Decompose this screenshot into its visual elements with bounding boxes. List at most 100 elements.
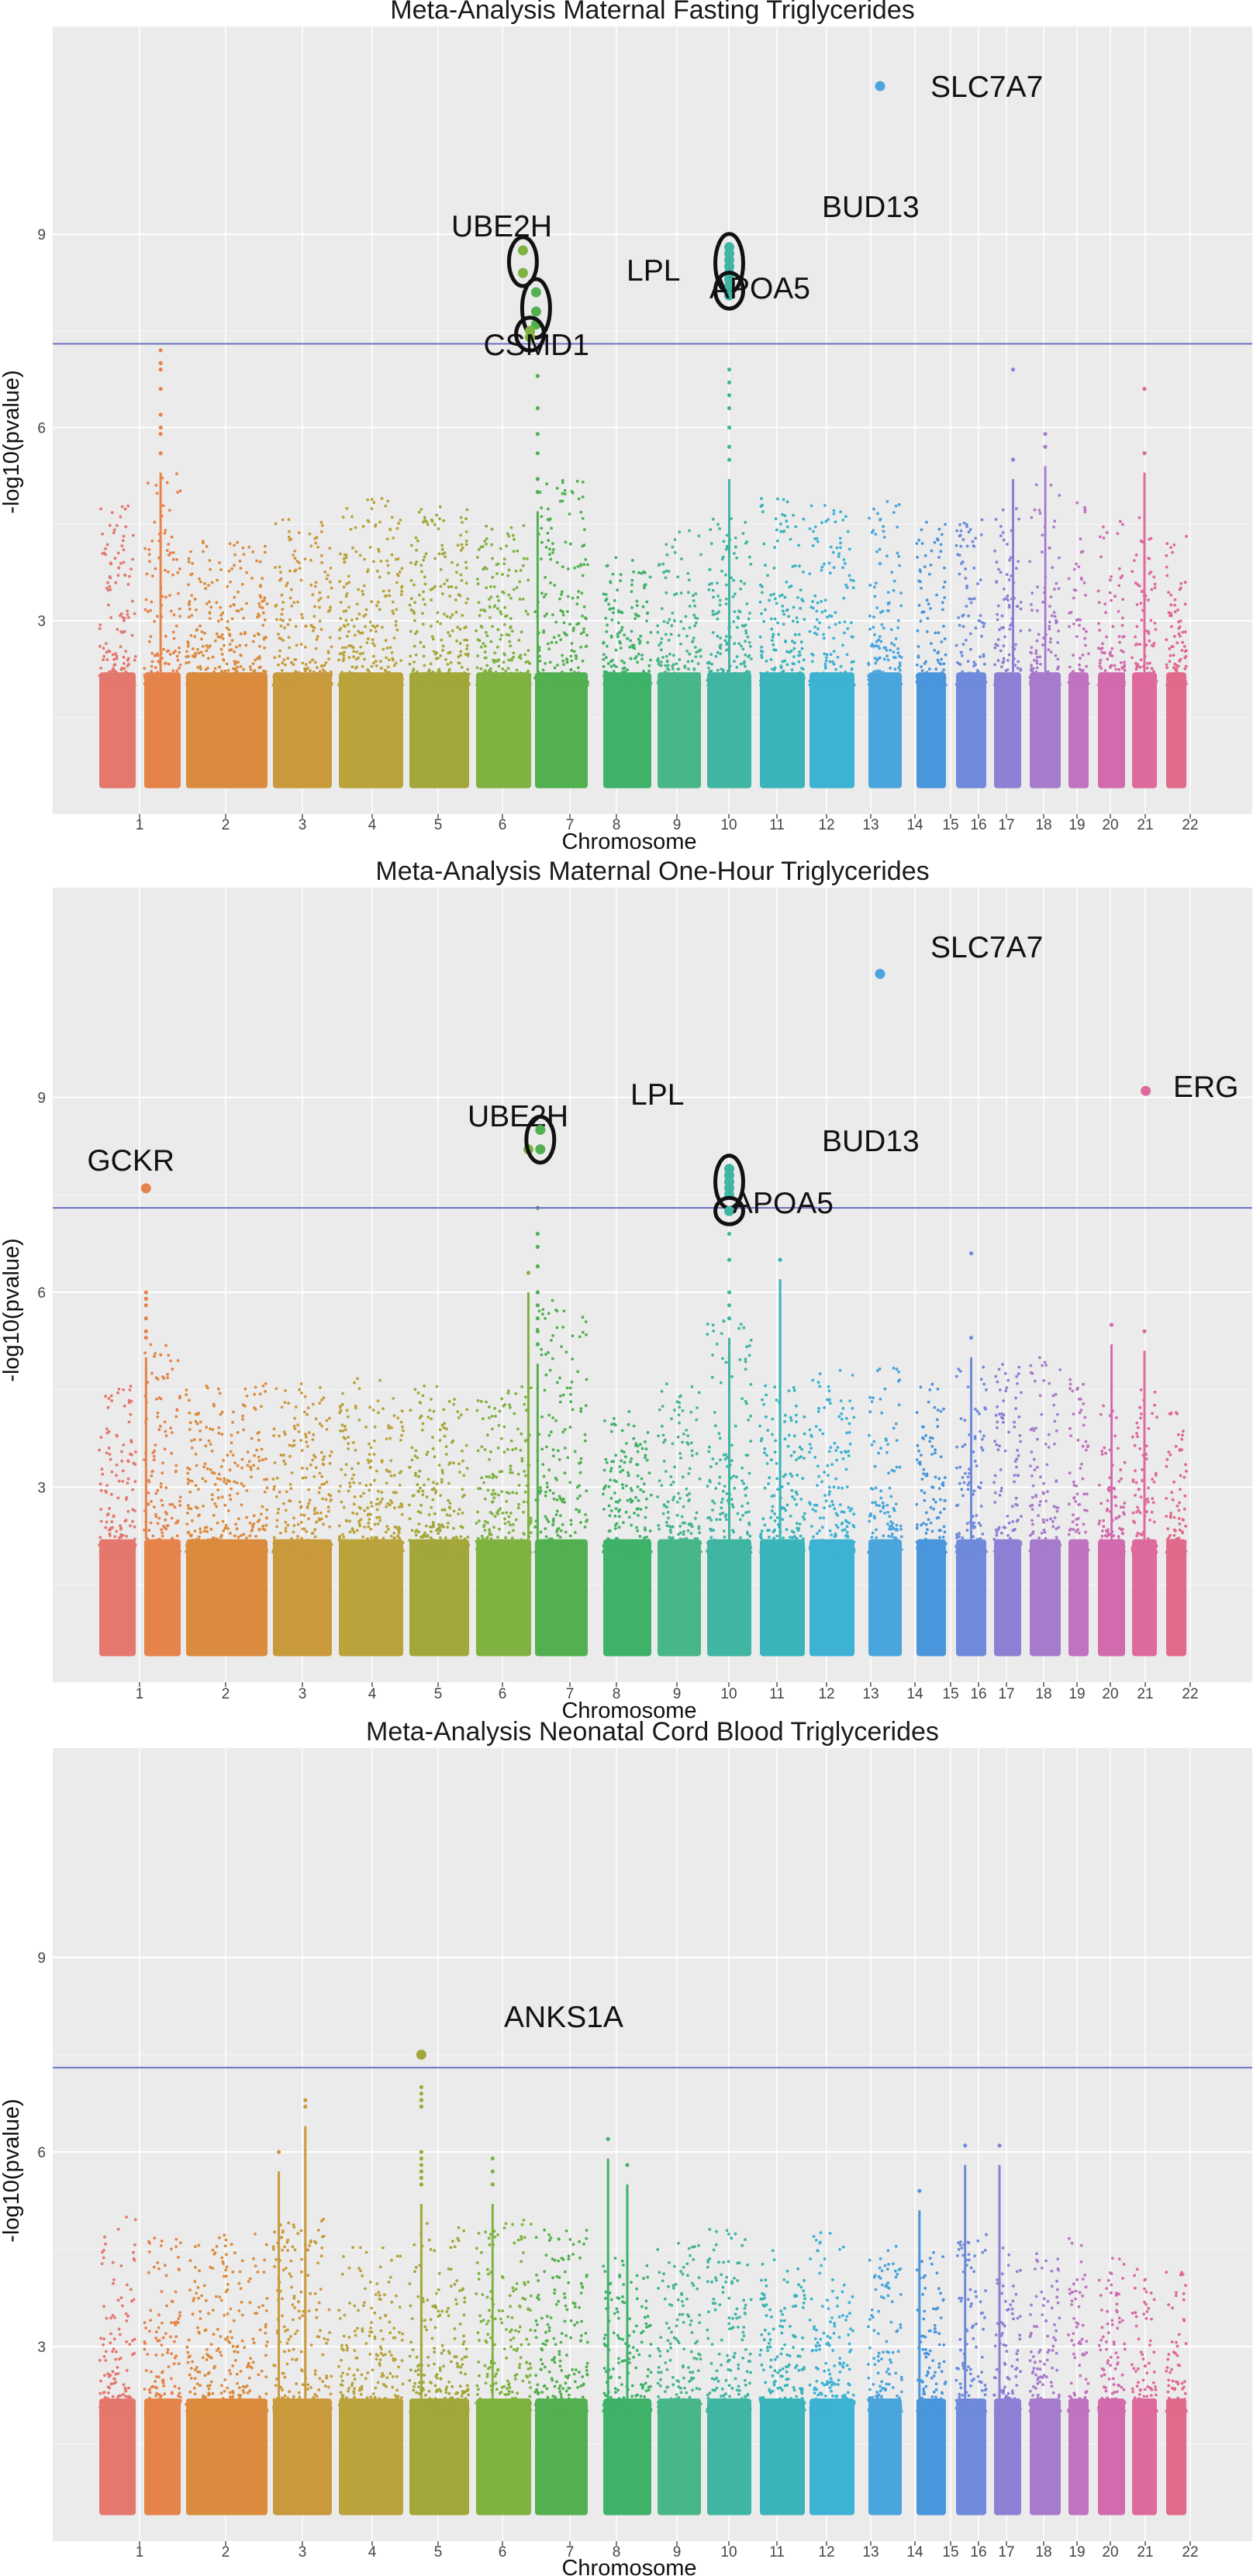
snp-point (842, 596, 846, 600)
snp-point (366, 568, 370, 572)
snp-point (779, 529, 782, 533)
snp-point (1072, 673, 1076, 677)
snp-point (548, 673, 551, 677)
snp-point (554, 620, 558, 624)
snp-point (210, 1538, 213, 1541)
snp-point (646, 641, 650, 644)
snp-point (1008, 558, 1011, 562)
snp-point (296, 600, 299, 604)
snp-point (966, 660, 970, 663)
snp-point (340, 1533, 344, 1536)
snp-point (715, 683, 719, 687)
snp-point (810, 504, 813, 508)
snp-point (803, 618, 806, 621)
snp-point (205, 1543, 209, 1546)
snp-point (660, 664, 663, 667)
snp-point (392, 1414, 396, 1417)
snp-point (147, 1549, 150, 1553)
snp-point (578, 678, 582, 681)
snp-point (283, 679, 286, 683)
snp-point (360, 674, 364, 678)
snp-point (524, 683, 527, 687)
snp-point (225, 1481, 228, 1485)
snp-point (648, 575, 652, 579)
snp-point (188, 1467, 192, 1471)
snp-point (113, 683, 117, 687)
snp-point (344, 595, 348, 598)
snp-point (1172, 653, 1175, 657)
snp-point (670, 624, 674, 627)
snp-point (366, 498, 369, 502)
snp-point (115, 1529, 119, 1533)
snp-point (509, 625, 513, 629)
snp-point (875, 640, 879, 643)
snp-point (213, 1483, 217, 1486)
snp-point (509, 644, 513, 648)
snp-point (320, 560, 323, 564)
snp-point (1117, 667, 1121, 671)
snp-point (521, 598, 525, 601)
snp-point (387, 683, 391, 687)
snp-point (263, 1528, 267, 1532)
snp-point (941, 608, 944, 612)
snp-point (958, 674, 961, 678)
snp-point (191, 683, 195, 686)
snp-point (178, 1550, 182, 1554)
snp-point (825, 673, 829, 676)
snp-point (918, 680, 922, 684)
snp-point (212, 1513, 216, 1517)
snp-point (244, 643, 248, 647)
snp-point (709, 674, 713, 678)
snp-point (344, 609, 348, 612)
snp-point (351, 1511, 355, 1515)
snp-point (123, 678, 126, 682)
snp-point (212, 1471, 216, 1475)
snp-point (286, 680, 290, 684)
snp-point (242, 616, 246, 620)
snp-point (730, 517, 733, 520)
snp-point (707, 588, 711, 591)
snp-point (687, 591, 690, 595)
snp-point (494, 671, 498, 674)
snp-point (329, 605, 332, 609)
snp-point (737, 642, 741, 646)
snp-point (202, 1529, 206, 1533)
snp-point (207, 1439, 211, 1443)
snp-point (154, 1352, 157, 1355)
snp-point (264, 636, 268, 639)
snp-point (207, 584, 210, 587)
snp-point (174, 624, 178, 628)
snp-point (187, 660, 191, 664)
snp-point (395, 628, 399, 632)
snp-point (272, 1542, 276, 1545)
snp-point (999, 665, 1003, 669)
snp-point (515, 668, 519, 672)
snp-point (162, 647, 165, 651)
snp-point (205, 1539, 209, 1543)
snp-point (161, 1504, 164, 1507)
snp-point (238, 1547, 242, 1550)
snp-point (457, 661, 461, 665)
snp-point (827, 626, 831, 629)
snp-point (322, 1522, 326, 1526)
snp-point (206, 657, 210, 660)
snp-point (288, 1443, 292, 1447)
snp-point (242, 1428, 246, 1432)
snp-point (748, 555, 751, 559)
snp-point (553, 584, 557, 587)
snp-point (527, 674, 531, 678)
snp-point (609, 607, 613, 611)
snp-point (226, 619, 230, 623)
snp-point (1075, 635, 1079, 638)
snp-point (1168, 660, 1172, 664)
chromosome-15-points (917, 672, 946, 788)
snp-point (284, 1529, 288, 1533)
snp-point (209, 1527, 213, 1531)
snp-point (496, 607, 499, 610)
snp-point (1048, 605, 1051, 608)
snp-point (839, 664, 843, 668)
snp-point (1165, 542, 1169, 546)
snp-point (393, 1536, 396, 1540)
snp-point (540, 540, 544, 544)
snp-point (176, 571, 180, 574)
